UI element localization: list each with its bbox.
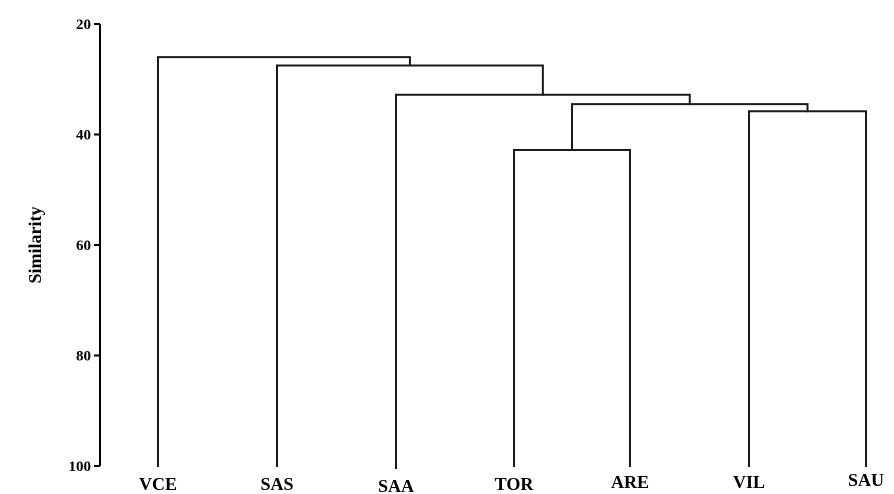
- merge-link-2: [748, 110, 867, 467]
- y-tick-label-40: 40: [76, 128, 91, 144]
- leaf-label-are: ARE: [611, 472, 649, 492]
- y-axis-ticks: 20 40 60 80 100: [69, 17, 100, 475]
- merge-link-6: [157, 56, 411, 467]
- leaf-label-tor: TOR: [495, 474, 535, 494]
- leaf-label-sau: SAU: [848, 470, 884, 490]
- leaf-label-vce: VCE: [139, 474, 177, 494]
- dendrogram-links: [157, 56, 867, 469]
- y-tick-label-60: 60: [76, 238, 91, 254]
- leaf-label-saa: SAA: [378, 476, 414, 494]
- leaf-label-vil: VIL: [733, 472, 765, 492]
- y-tick-label-80: 80: [76, 349, 91, 365]
- leaf-labels: VCE SAS SAA TOR ARE VIL SAU: [139, 470, 884, 494]
- merge-link-1: [513, 148, 631, 467]
- y-axis-label: Similarity: [25, 207, 45, 284]
- merge-link-5: [276, 64, 544, 467]
- y-tick-label-20: 20: [76, 17, 91, 33]
- leaf-label-sas: SAS: [260, 474, 293, 494]
- y-tick-label-100: 100: [69, 459, 92, 475]
